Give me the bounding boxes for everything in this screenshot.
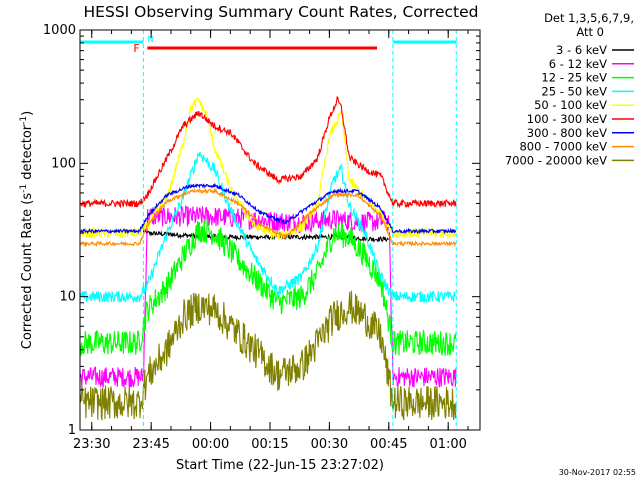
legend-label-5: 50 - 100 keV: [534, 98, 607, 112]
series-line-5: [79, 96, 457, 241]
legend-label-3: 12 - 25 keV: [541, 71, 607, 85]
series-line-9: [79, 290, 457, 422]
legend-header-1: Det 1,3,5,6,7,9,: [544, 11, 634, 25]
y-axis-label: Corrected Count Rate (s-1 detector-1): [19, 111, 35, 349]
flare-flag-label: F: [133, 42, 139, 55]
x-tick-label: 00:30: [311, 437, 348, 452]
y-tick-label: 1000: [43, 23, 76, 38]
y-axis-label-sup: -1: [19, 184, 29, 193]
y-axis-label-main: Corrected Count Rate (s: [20, 193, 35, 350]
legend-label-2: 6 - 12 keV: [549, 57, 607, 71]
plot-frame: [79, 29, 481, 431]
axes: 23:30 23:45 00:00 00:15 00:30 00:45 01:00 1 10 10…: [43, 23, 480, 452]
chart-title: HESSI Observing Summary Count Rates, Cor…: [84, 3, 479, 21]
y-tick-label: 100: [51, 156, 76, 171]
series-line-1: [142, 228, 389, 243]
legend-header-2: Att 0: [576, 25, 604, 39]
series-line-3: [79, 219, 457, 356]
y-axis-label-sup2: -1: [19, 116, 29, 125]
series-line-4: [79, 151, 457, 304]
x-tick-label: 23:30: [73, 437, 110, 452]
y-axis-label-end: ): [20, 111, 35, 116]
series-line-2: [79, 205, 457, 389]
x-tick-label: 00:45: [370, 437, 407, 452]
x-tick-label: 00:00: [192, 437, 229, 452]
x-axis-label: Start Time (22-Jun-15 23:27:02): [176, 458, 384, 473]
y-axis-label-mid: detector: [20, 124, 35, 184]
series-line-8: [79, 187, 457, 248]
x-tick-label: 23:45: [132, 437, 169, 452]
plot-area: FN: [79, 30, 457, 430]
series-line-6: [80, 95, 457, 209]
legend-label-8: 800 - 7000 keV: [519, 140, 607, 154]
legend-label-6: 100 - 300 keV: [527, 112, 607, 126]
x-tick-label: 01:00: [429, 437, 466, 452]
legend-label-1: 3 - 6 keV: [556, 43, 607, 57]
y-tick-label: 10: [59, 290, 76, 305]
legend-label-4: 25 - 50 keV: [541, 84, 607, 98]
generation-timestamp: 30-Nov-2017 02:55: [559, 468, 636, 477]
y-tick-label: 1: [68, 423, 76, 438]
saa-flag-label: N: [147, 35, 154, 45]
legend-label-9: 7000 - 20000 keV: [505, 153, 607, 167]
series-line-7: [79, 182, 457, 235]
x-tick-label: 00:15: [251, 437, 288, 452]
legend-label-7: 300 - 800 keV: [527, 126, 607, 140]
